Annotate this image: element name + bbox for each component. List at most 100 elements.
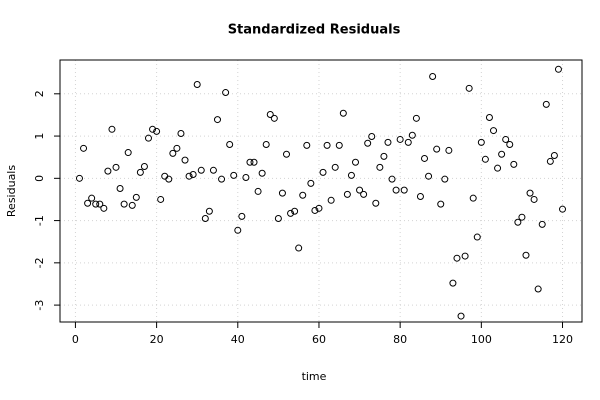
point <box>108 125 116 133</box>
x-tick-label: 0 <box>72 333 79 346</box>
point <box>327 196 335 204</box>
point <box>502 135 510 143</box>
point <box>510 160 518 168</box>
point <box>360 190 368 198</box>
point <box>197 166 205 174</box>
point <box>238 212 246 220</box>
point <box>372 199 380 207</box>
point <box>473 233 481 241</box>
point <box>92 200 100 208</box>
y-tick-label: 2 <box>33 90 46 97</box>
point <box>352 158 360 166</box>
point <box>542 100 550 108</box>
x-tick-label: 40 <box>231 333 245 346</box>
x-tick-label: 120 <box>552 333 573 346</box>
point <box>287 209 295 217</box>
point <box>461 252 469 260</box>
x-tick-label: 20 <box>150 333 164 346</box>
point <box>226 141 234 149</box>
point <box>506 141 514 149</box>
point <box>331 163 339 171</box>
point <box>490 127 498 135</box>
point <box>173 144 181 152</box>
point <box>311 206 319 214</box>
point <box>213 116 221 124</box>
point <box>319 168 327 176</box>
point <box>193 81 201 89</box>
point <box>396 135 404 143</box>
point <box>481 155 489 163</box>
point <box>165 175 173 183</box>
point <box>546 157 554 165</box>
point <box>100 204 108 212</box>
point <box>307 179 315 187</box>
point <box>380 152 388 160</box>
point <box>234 226 242 234</box>
point <box>323 141 331 149</box>
point <box>291 207 299 215</box>
point <box>526 189 534 197</box>
point <box>534 285 542 293</box>
point <box>278 189 286 197</box>
x-tick-label: 60 <box>312 333 326 346</box>
point <box>242 173 250 181</box>
point <box>388 175 396 183</box>
y-tick-label: 0 <box>33 175 46 182</box>
point <box>457 312 465 320</box>
point <box>485 113 493 121</box>
point <box>96 200 104 208</box>
point <box>368 132 376 140</box>
point <box>530 195 538 203</box>
point <box>303 141 311 149</box>
point <box>128 201 136 209</box>
point <box>522 251 530 259</box>
point <box>144 134 152 142</box>
point <box>498 150 506 158</box>
point <box>343 190 351 198</box>
point <box>218 175 226 183</box>
point <box>465 84 473 92</box>
point <box>469 194 477 202</box>
point <box>315 204 323 212</box>
y-tick-label: 1 <box>33 133 46 140</box>
point <box>136 168 144 176</box>
point <box>75 174 83 182</box>
point <box>441 175 449 183</box>
y-tick-label: -3 <box>33 300 46 311</box>
point <box>518 213 526 221</box>
point <box>404 138 412 146</box>
point <box>246 158 254 166</box>
point <box>177 130 185 138</box>
chart-title: Standardized Residuals <box>228 23 401 38</box>
y-tick-label: -1 <box>33 215 46 226</box>
point <box>494 164 502 172</box>
point <box>132 193 140 201</box>
point <box>550 152 558 160</box>
point <box>274 214 282 222</box>
point <box>116 184 124 192</box>
point <box>185 172 193 180</box>
point <box>335 141 343 149</box>
point <box>412 114 420 122</box>
point <box>153 127 161 135</box>
point <box>157 195 165 203</box>
point <box>429 72 437 80</box>
point <box>364 139 372 147</box>
point <box>84 199 92 207</box>
y-tick-label: -2 <box>33 257 46 268</box>
point <box>189 171 197 179</box>
point <box>425 172 433 180</box>
point <box>258 169 266 177</box>
point <box>376 163 384 171</box>
point <box>230 171 238 179</box>
point <box>449 279 457 287</box>
point <box>416 192 424 200</box>
point <box>149 125 157 133</box>
point <box>477 138 485 146</box>
point <box>392 186 400 194</box>
point <box>437 200 445 208</box>
x-axis-label: time <box>302 370 327 383</box>
point <box>270 114 278 122</box>
point <box>222 89 230 97</box>
